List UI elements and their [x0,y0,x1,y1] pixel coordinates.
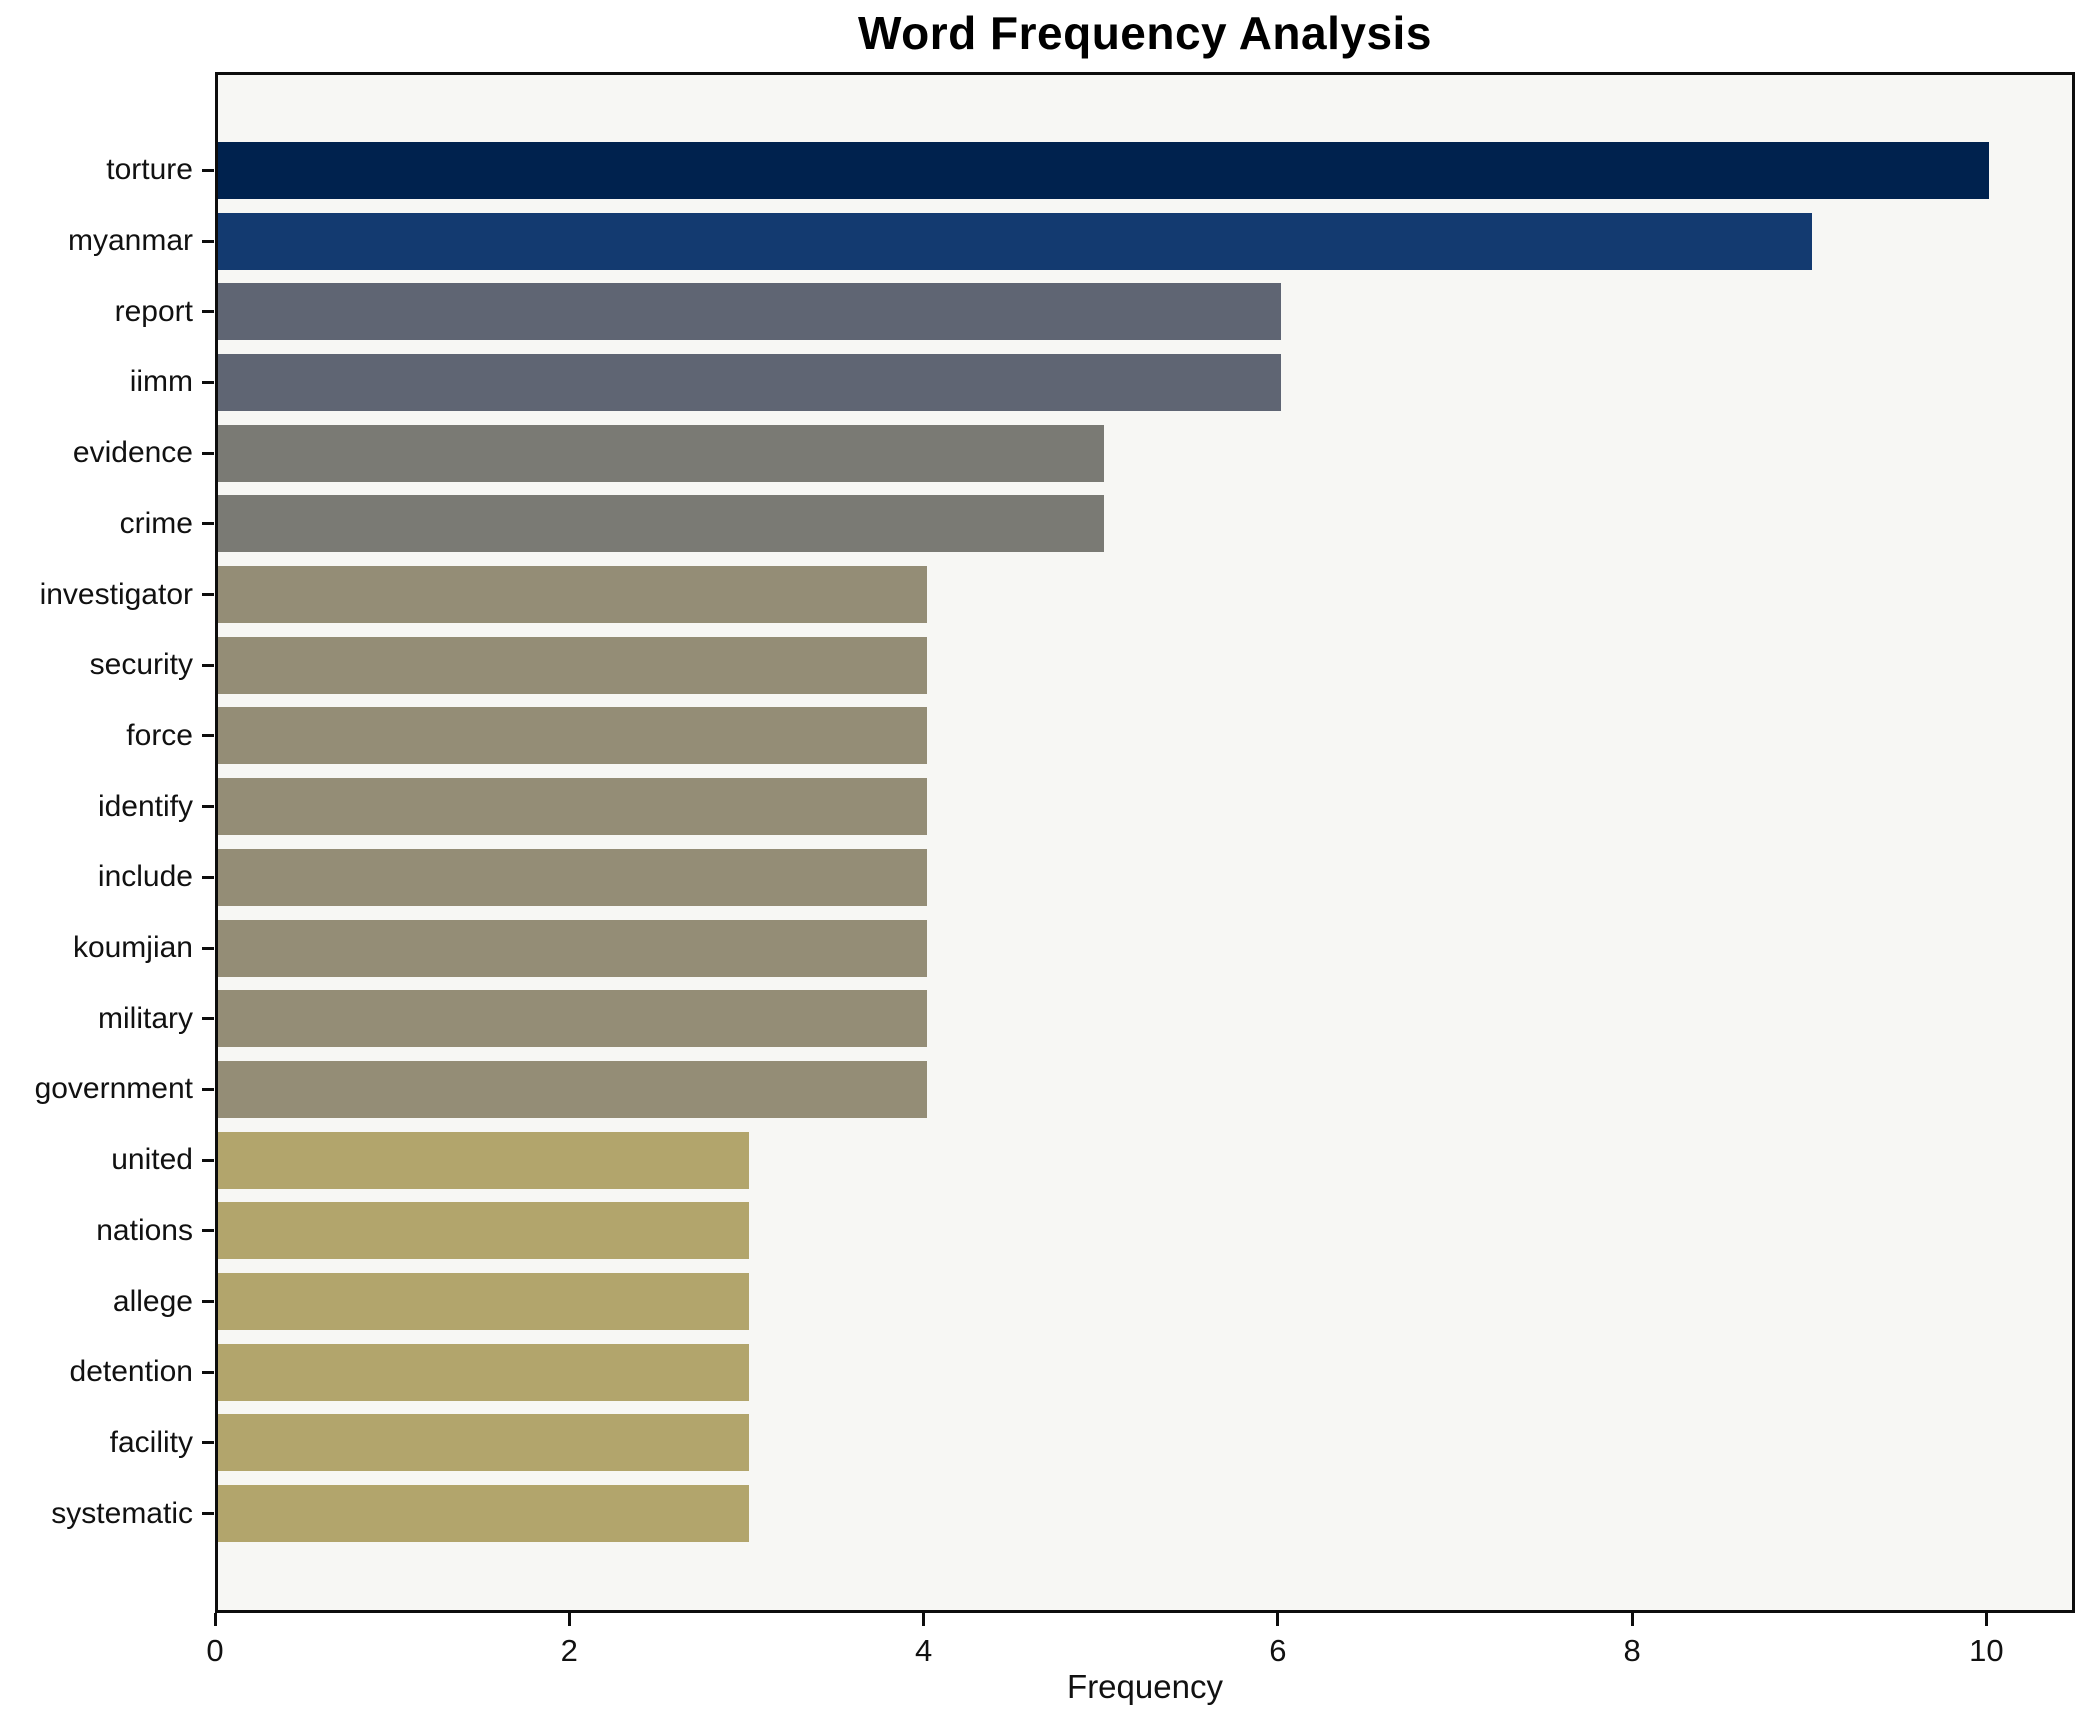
x-tick-mark [213,1613,217,1626]
bar-united [218,1131,750,1189]
bar-nations [218,1202,750,1260]
bar-koumjian [218,919,927,977]
y-tick-label-nations: nations [96,1213,193,1247]
y-tick-label-myanmar: myanmar [67,224,193,258]
y-tick-mark [202,1300,214,1304]
y-tick-label-koumjian: koumjian [72,931,193,965]
bar-security [218,636,927,694]
x-tick-label-10: 10 [1969,1633,2004,1668]
x-tick-label-6: 6 [1269,1633,1287,1668]
y-tick-label-detention: detention [69,1355,193,1389]
y-tick-mark [202,239,214,243]
y-tick-mark [202,946,214,950]
y-tick-mark [202,168,214,172]
y-tick-mark [202,451,214,455]
y-tick-label-facility: facility [109,1425,193,1459]
bar-torture [218,141,1990,199]
y-tick-mark [202,1158,214,1162]
x-tick-mark [1984,1613,1988,1626]
y-tick-mark [202,310,214,314]
chart-title: Word Frequency Analysis [858,7,1432,59]
y-tick-mark [202,1512,214,1516]
bar-identify [218,778,927,836]
x-tick-label-2: 2 [560,1633,578,1668]
x-tick-label-4: 4 [914,1633,933,1668]
y-tick-label-iimm: iimm [129,365,193,399]
bar-myanmar [218,212,1813,270]
x-axis-label: Frequency [1067,1668,1223,1705]
y-tick-label-report: report [114,294,193,328]
y-tick-mark [202,380,214,384]
y-tick-label-identify: identify [97,789,193,823]
y-tick-label-government: government [34,1072,193,1106]
y-tick-label-force: force [126,718,193,752]
y-tick-label-evidence: evidence [72,436,193,470]
bar-evidence [218,424,1104,482]
y-tick-label-investigator: investigator [39,577,193,611]
bar-investigator [218,566,927,624]
bar-detention [218,1343,750,1401]
bar-include [218,848,927,906]
y-tick-label-allege: allege [112,1284,193,1318]
plot-area [215,72,2075,1613]
x-tick-label-8: 8 [1623,1633,1641,1668]
bar-military [218,990,927,1048]
bar-allege [218,1273,750,1331]
y-tick-mark [202,1087,214,1091]
y-tick-mark [202,805,214,809]
y-tick-label-include: include [97,860,193,894]
bar-facility [218,1414,750,1472]
y-tick-mark [202,875,214,879]
y-tick-label-systematic: systematic [51,1496,193,1530]
y-tick-label-military: military [98,1001,193,1035]
bar-systematic [218,1485,750,1543]
bar-crime [218,495,1104,553]
y-tick-label-crime: crime [119,506,193,540]
y-tick-label-security: security [89,648,193,682]
y-tick-mark [202,1229,214,1233]
y-tick-mark [202,1017,214,1021]
x-tick-label-0: 0 [206,1633,224,1668]
bar-force [218,707,927,765]
y-tick-label-torture: torture [106,153,193,187]
y-tick-mark [202,663,214,667]
x-tick-mark [922,1613,926,1626]
y-tick-mark [202,593,214,597]
y-tick-label-united: united [111,1143,193,1177]
y-tick-mark [202,522,214,526]
y-tick-mark [202,1441,214,1445]
y-tick-mark [202,1370,214,1374]
x-tick-mark [1276,1613,1280,1626]
x-tick-mark [1630,1613,1634,1626]
bar-government [218,1060,927,1118]
bar-iimm [218,353,1281,411]
x-tick-mark [567,1613,571,1626]
bar-report [218,283,1281,341]
y-tick-mark [202,734,214,738]
